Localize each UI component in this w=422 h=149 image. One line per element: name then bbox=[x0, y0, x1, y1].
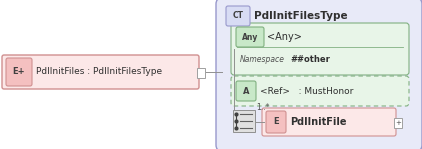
Text: <Any>: <Any> bbox=[267, 32, 302, 42]
Text: Any: Any bbox=[242, 32, 258, 42]
FancyBboxPatch shape bbox=[236, 27, 264, 47]
Text: PdlInitFilesType: PdlInitFilesType bbox=[254, 11, 348, 21]
FancyBboxPatch shape bbox=[262, 108, 396, 136]
FancyBboxPatch shape bbox=[226, 6, 250, 26]
Text: E: E bbox=[273, 118, 279, 127]
FancyBboxPatch shape bbox=[394, 118, 402, 128]
FancyBboxPatch shape bbox=[231, 76, 409, 106]
Text: PdlInitFiles : PdlInitFilesType: PdlInitFiles : PdlInitFilesType bbox=[36, 67, 162, 76]
FancyBboxPatch shape bbox=[231, 23, 409, 75]
Text: +: + bbox=[395, 120, 401, 126]
Text: <Ref>   : MustHonor: <Ref> : MustHonor bbox=[260, 87, 353, 96]
FancyBboxPatch shape bbox=[197, 68, 205, 78]
FancyBboxPatch shape bbox=[216, 0, 422, 149]
Text: CT: CT bbox=[233, 11, 243, 21]
Text: ##other: ##other bbox=[290, 55, 330, 65]
FancyBboxPatch shape bbox=[236, 81, 256, 101]
Text: E+: E+ bbox=[13, 67, 25, 76]
Text: 1..*: 1..* bbox=[256, 104, 269, 112]
FancyBboxPatch shape bbox=[2, 55, 199, 89]
FancyBboxPatch shape bbox=[6, 58, 32, 86]
Text: PdlInitFile: PdlInitFile bbox=[290, 117, 346, 127]
FancyBboxPatch shape bbox=[266, 111, 286, 133]
Text: Namespace: Namespace bbox=[240, 55, 285, 65]
FancyBboxPatch shape bbox=[233, 110, 255, 132]
Text: A: A bbox=[243, 87, 249, 96]
